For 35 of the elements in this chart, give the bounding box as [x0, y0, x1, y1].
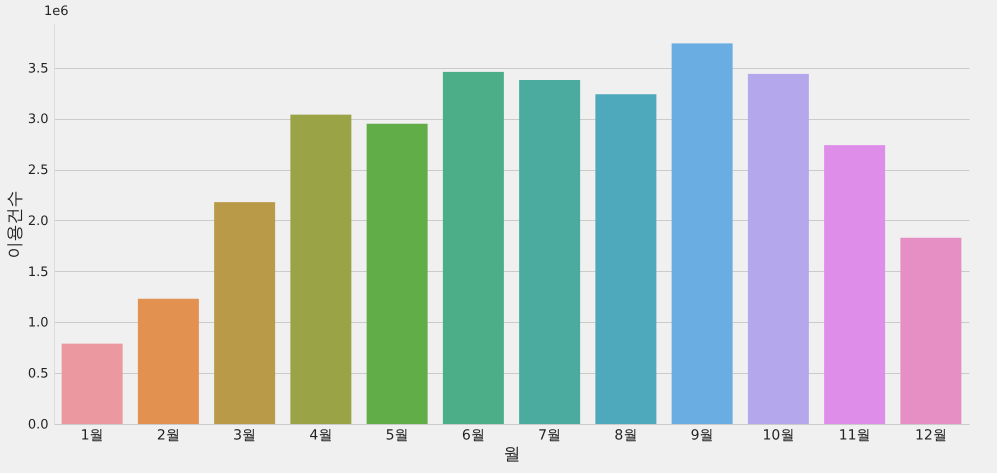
text: 1e6 — [44, 4, 69, 19]
x-tick-label: 2월 — [156, 428, 180, 444]
x-tick-label: 12월 — [914, 428, 947, 444]
x-axis-title: 월 — [504, 444, 520, 464]
bar — [442, 72, 504, 424]
y-tick-label: 1.5 — [28, 264, 48, 280]
y-tick-label: 2.0 — [28, 214, 48, 229]
x-tick-label: 1월 — [80, 428, 104, 444]
bar — [595, 94, 656, 424]
y-tick-label: 1.0 — [28, 316, 48, 331]
bar — [138, 298, 199, 424]
bar — [214, 202, 276, 424]
bar — [900, 238, 962, 424]
bar — [290, 114, 352, 424]
bar — [672, 43, 733, 424]
y-tick-label: 0.5 — [28, 366, 48, 382]
x-tick-label: 4월 — [309, 428, 332, 444]
bar — [366, 124, 428, 424]
bar — [62, 344, 123, 424]
y-axis-title: 이용건수 — [4, 190, 25, 258]
x-tick-label: 6월 — [462, 428, 485, 444]
x-tick-label: 5월 — [386, 428, 409, 444]
bar — [748, 74, 809, 424]
y-tick-label: 3.5 — [28, 61, 48, 76]
x-tick-label: 8월 — [614, 428, 638, 444]
y-tick-label: 2.5 — [28, 163, 48, 178]
x-tick-label: 11월 — [838, 428, 871, 444]
y-tick-label: 0.0 — [28, 418, 48, 432]
x-tick-label: 7월 — [538, 428, 562, 444]
bar — [824, 145, 886, 424]
x-tick-label: 3월 — [233, 428, 256, 444]
x-tick-label: 9월 — [690, 428, 714, 444]
y-tick-label: 3.0 — [28, 112, 48, 128]
bar — [519, 80, 580, 424]
x-tick-label: 10월 — [762, 428, 794, 444]
